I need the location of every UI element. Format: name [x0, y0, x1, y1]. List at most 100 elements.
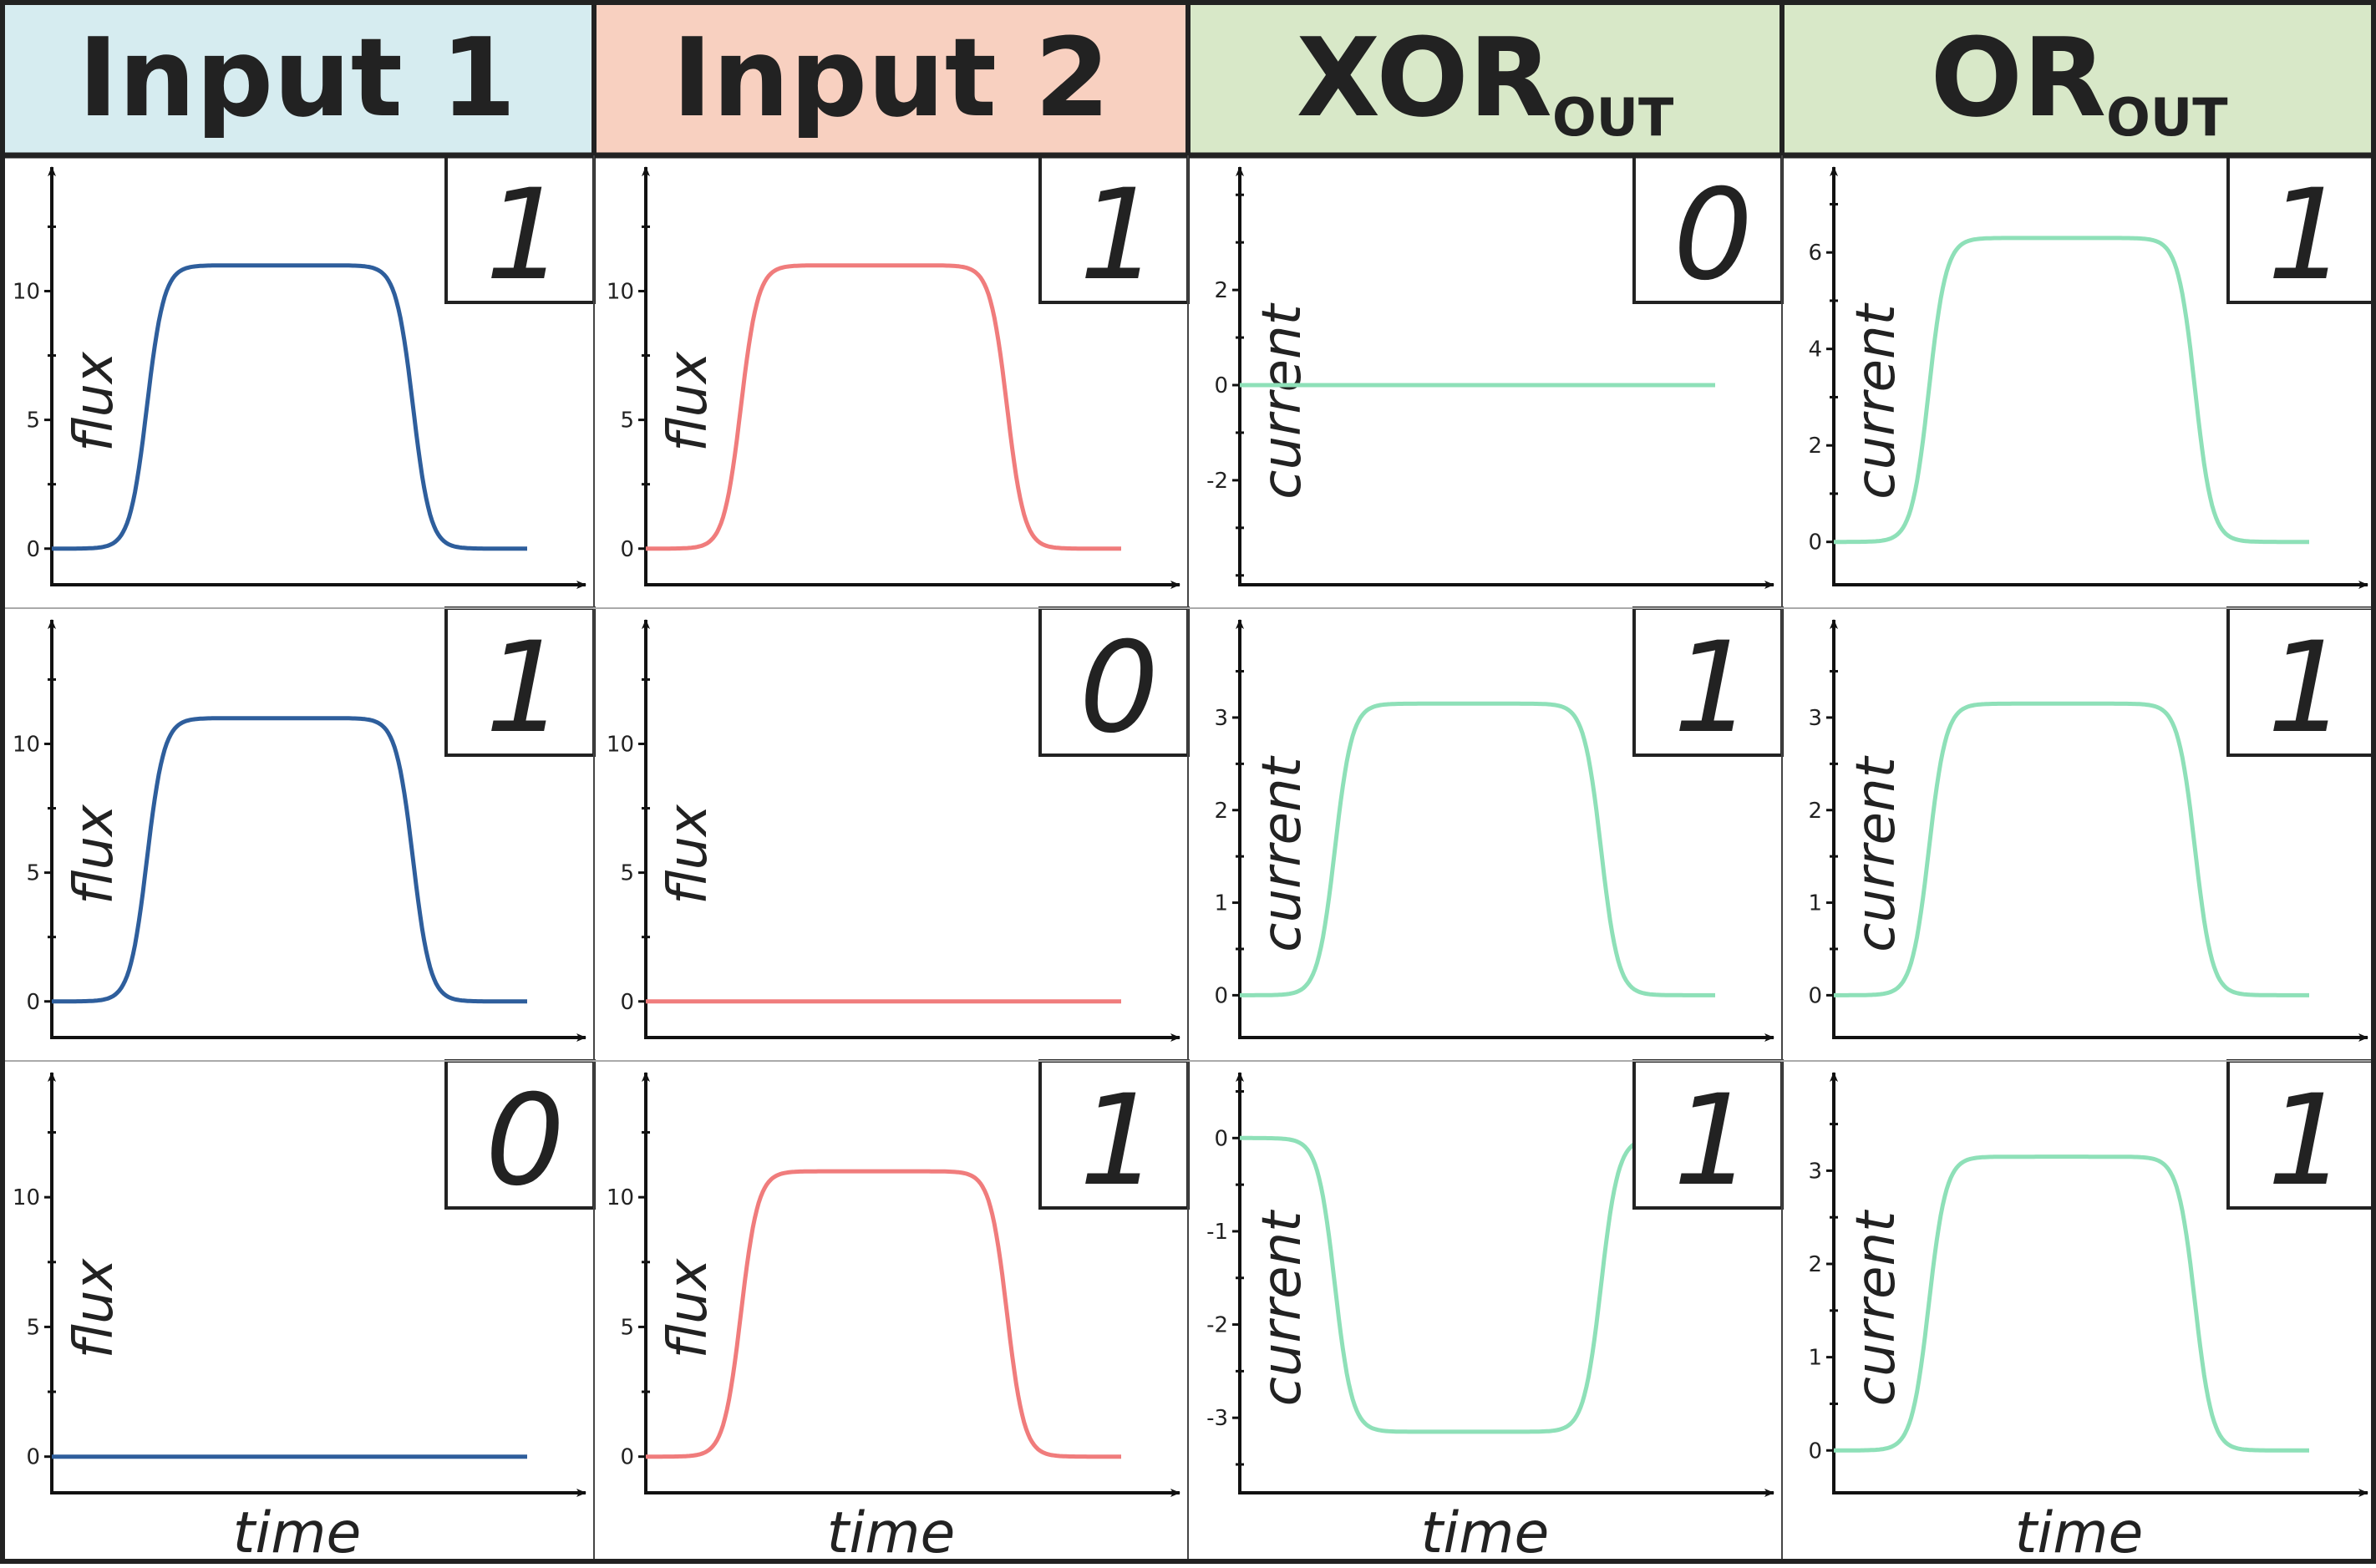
y-tick-label: 1: [1214, 891, 1228, 916]
x-axis-label: time: [827, 1500, 956, 1564]
panel-r1-c2: 0 5 10 flux 1: [607, 154, 1190, 589]
column-headers: Input 1 Input 2 XOROUT OROUT: [0, 0, 2376, 155]
y-tick-label: 10: [607, 1185, 634, 1210]
logic-value: 0: [1673, 163, 1753, 308]
x-axis-label: time: [2015, 1500, 2144, 1564]
logic-value-box: [444, 154, 596, 304]
y-tick-label: 1: [1808, 1346, 1822, 1371]
header-cell-1: [0, 0, 594, 155]
y-tick-label: 2: [1808, 1252, 1822, 1277]
y-tick-label: 0: [620, 1445, 634, 1470]
y-axis-label: current: [1845, 1209, 1907, 1406]
panel-r3-c1: 0 5 10 flux time 0: [13, 1059, 596, 1566]
y-tick-label: 1: [1808, 891, 1822, 916]
logic-value: 1: [1673, 1068, 1753, 1214]
logic-value: 1: [485, 163, 565, 308]
y-axis-label: current: [1251, 754, 1313, 951]
y-tick-label: 0: [1808, 1439, 1822, 1464]
y-tick-label: 10: [13, 732, 40, 757]
y-tick-label: 10: [607, 732, 634, 757]
header-title-2: Input 2: [672, 14, 1109, 141]
panel-r1-c1: 0 5 10 flux 1: [13, 154, 596, 589]
panel-r3-c2: 0 5 10 flux time 1: [607, 1059, 1190, 1566]
y-tick-label: -2: [1206, 1313, 1228, 1338]
panel-r2-c1: 0 5 10 flux 1: [13, 606, 596, 1042]
series-line: [51, 263, 528, 551]
logic-value-box: [444, 1059, 596, 1210]
panel-r3-c3: -3 -2 -1 0 current time 1: [1206, 1059, 1784, 1566]
y-tick-label: 5: [620, 408, 634, 434]
x-axis-label: time: [233, 1500, 362, 1564]
y-axis-label: flux: [63, 804, 125, 905]
panel-r2-c3: 0 1 2 3 current 1: [1214, 606, 1784, 1042]
y-tick-label: 5: [620, 1315, 634, 1340]
y-tick-label: 2: [1214, 799, 1228, 824]
y-axis-label: current: [1251, 302, 1313, 499]
panel-r1-c3: -2 0 2 current 0: [1206, 154, 1784, 589]
logic-value-box: [2226, 606, 2376, 757]
logic-value: 0: [1079, 616, 1159, 761]
y-tick-label: 5: [26, 1315, 40, 1340]
y-tick-label: 0: [1214, 1126, 1228, 1151]
y-axis-label: flux: [657, 804, 719, 905]
y-tick-label: 3: [1214, 706, 1228, 731]
y-tick-label: 10: [13, 1185, 40, 1210]
series-line: [645, 263, 1122, 551]
logic-value-box: [1038, 606, 1190, 757]
y-tick-label: 0: [26, 990, 40, 1015]
series-line: [51, 716, 528, 1004]
y-tick-label: 0: [26, 1445, 40, 1470]
panel-r1-c4: 0 2 4 6 current 1: [1808, 154, 2376, 589]
header-subscript-3: OUT: [1552, 87, 1673, 148]
y-tick-label: -3: [1206, 1406, 1228, 1431]
y-tick-label: 2: [1808, 799, 1822, 824]
y-axis-label: flux: [657, 1257, 719, 1358]
panel-r2-c2: 0 5 10 flux 0: [607, 606, 1190, 1042]
y-tick-label: 0: [26, 537, 40, 562]
y-tick-label: 3: [1808, 706, 1822, 731]
y-tick-label: 10: [13, 279, 40, 304]
logic-value: 1: [2267, 1068, 2347, 1214]
logic-value: 1: [1673, 616, 1753, 761]
y-tick-label: 5: [620, 861, 634, 886]
y-tick-label: 3: [1808, 1159, 1822, 1184]
y-axis-label: flux: [63, 351, 125, 452]
y-tick-label: 6: [1808, 241, 1822, 266]
y-tick-label: 4: [1808, 337, 1822, 363]
y-tick-label: -1: [1206, 1220, 1228, 1245]
y-axis-label: current: [1251, 1209, 1313, 1406]
y-tick-label: 2: [1808, 434, 1822, 459]
y-tick-label: 10: [607, 279, 634, 304]
y-tick-label: -2: [1206, 469, 1228, 494]
y-tick-label: 2: [1214, 278, 1228, 303]
series-line: [1833, 236, 2310, 545]
header-cell-3: [1188, 0, 1782, 155]
logic-value: 1: [1079, 1068, 1159, 1214]
y-tick-label: 0: [1214, 373, 1228, 398]
logic-value: 1: [485, 616, 565, 761]
y-tick-label: 5: [26, 861, 40, 886]
y-tick-label: 0: [1214, 983, 1228, 1008]
header-title-1: Input 1: [78, 14, 515, 141]
panel-r2-c4: 0 1 2 3 current 1: [1808, 606, 2376, 1042]
y-axis-label: current: [1845, 302, 1907, 499]
x-axis-label: time: [1421, 1500, 1550, 1564]
y-tick-label: 0: [620, 990, 634, 1015]
y-tick-label: 0: [620, 537, 634, 562]
series-line: [645, 1169, 1122, 1459]
panel-r3-c4: 0 1 2 3 current time 1: [1808, 1059, 2376, 1566]
logic-value: 1: [1079, 163, 1159, 308]
logic-value: 0: [485, 1068, 565, 1214]
header-cell-2: [594, 0, 1188, 155]
y-axis-label: flux: [657, 351, 719, 452]
header-cell-4: [1782, 0, 2376, 155]
y-axis-label: current: [1845, 754, 1907, 951]
series-line: [1833, 1154, 2310, 1453]
y-axis-label: flux: [63, 1257, 125, 1358]
series-line: [1833, 701, 2310, 997]
header-subscript-4: OUT: [2106, 87, 2227, 148]
